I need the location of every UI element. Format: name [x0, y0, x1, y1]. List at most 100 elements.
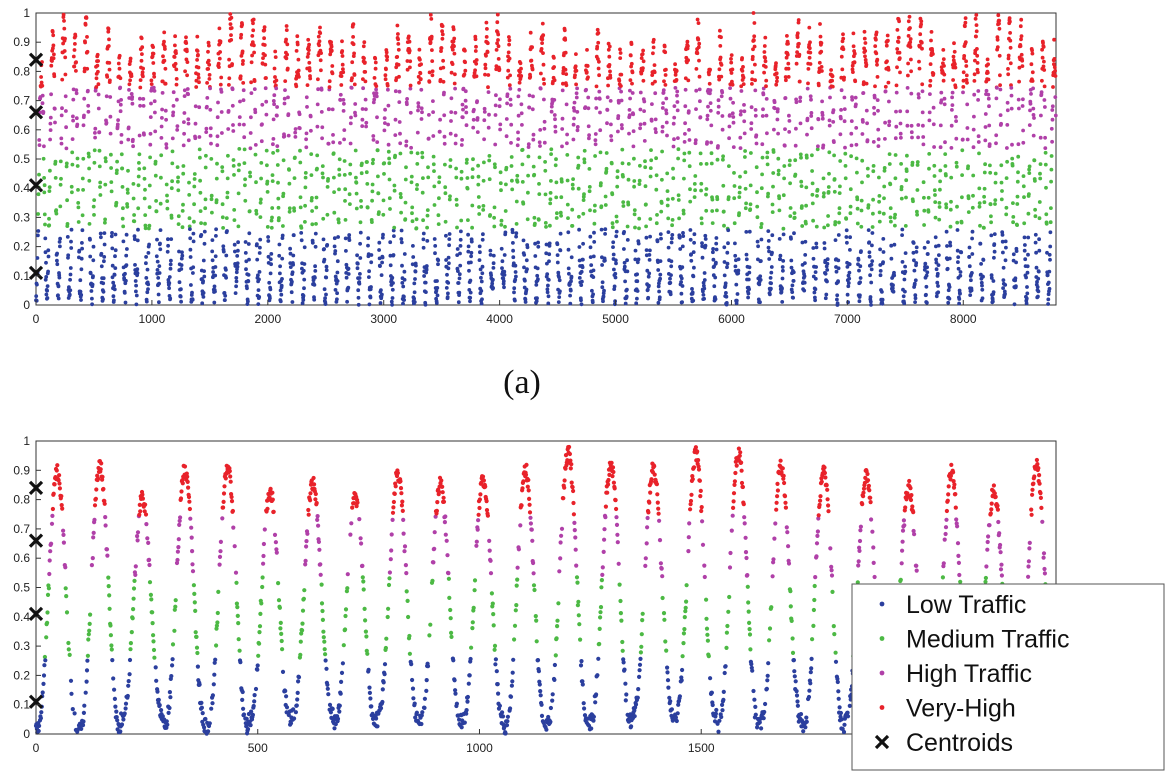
data-point	[50, 513, 55, 519]
data-point	[821, 176, 826, 181]
data-point	[846, 300, 850, 305]
data-point	[919, 40, 924, 45]
data-point	[1008, 61, 1013, 66]
data-point	[894, 90, 899, 95]
data-point	[909, 123, 914, 128]
data-point	[52, 106, 57, 111]
data-point	[654, 187, 659, 192]
data-point	[928, 78, 933, 83]
data-point	[1008, 38, 1013, 43]
data-point	[195, 650, 200, 656]
data-point	[242, 161, 247, 166]
data-point	[526, 145, 531, 150]
data-point	[541, 77, 546, 82]
data-point	[727, 124, 732, 129]
data-point	[375, 140, 380, 145]
data-point	[761, 107, 765, 112]
data-point	[577, 276, 582, 280]
data-point	[478, 250, 482, 255]
data-point	[103, 156, 108, 161]
data-point	[712, 284, 717, 289]
data-point	[1021, 97, 1025, 102]
data-point	[925, 265, 929, 270]
data-point	[571, 186, 575, 191]
data-point	[299, 226, 304, 230]
data-point	[582, 157, 587, 162]
data-point	[914, 261, 919, 265]
data-point	[628, 88, 632, 93]
data-point	[179, 263, 184, 267]
data-point	[690, 287, 694, 291]
data-point	[63, 36, 67, 41]
data-point	[262, 28, 267, 32]
data-point	[820, 116, 825, 121]
data-point	[397, 120, 402, 124]
data-point	[413, 277, 417, 281]
data-point	[419, 106, 424, 111]
data-point	[129, 630, 134, 635]
x-tick-label: 2000	[254, 312, 281, 326]
data-point	[581, 211, 586, 216]
data-point	[934, 257, 938, 262]
data-point	[316, 77, 320, 82]
data-point	[188, 255, 193, 259]
data-point	[912, 258, 916, 263]
data-point	[373, 66, 378, 71]
data-point	[642, 139, 647, 143]
data-point	[190, 569, 196, 574]
data-point	[459, 169, 464, 174]
data-point	[609, 138, 614, 143]
data-point	[892, 215, 897, 220]
data-point	[653, 91, 658, 96]
data-point	[718, 44, 723, 48]
data-point	[60, 77, 65, 82]
data-point	[452, 81, 457, 86]
data-point	[303, 185, 308, 190]
data-point	[199, 233, 204, 237]
data-point	[937, 205, 942, 209]
data-point	[47, 216, 51, 221]
data-point	[942, 72, 947, 77]
data-point	[716, 144, 720, 148]
data-point	[174, 51, 178, 56]
data-point	[748, 183, 753, 188]
data-point	[883, 137, 887, 141]
data-point	[295, 697, 300, 702]
data-point	[116, 61, 121, 66]
data-point	[129, 74, 134, 78]
data-point	[160, 79, 165, 84]
data-point	[221, 244, 226, 249]
data-point	[652, 70, 657, 75]
data-point	[731, 115, 736, 119]
data-point	[517, 87, 522, 92]
data-point	[731, 145, 736, 150]
data-point	[351, 42, 356, 47]
data-point	[346, 266, 351, 271]
data-point	[414, 217, 419, 222]
data-point	[683, 121, 687, 126]
data-point	[870, 231, 875, 235]
data-point	[731, 120, 736, 125]
data-point	[436, 262, 440, 267]
data-point	[356, 302, 361, 307]
data-point	[271, 509, 276, 514]
data-point	[269, 262, 273, 267]
data-point	[176, 537, 181, 542]
data-point	[81, 710, 86, 716]
data-point	[168, 262, 173, 267]
data-point	[215, 134, 220, 139]
data-point	[585, 48, 589, 52]
data-point	[427, 70, 432, 75]
data-point	[966, 210, 971, 215]
data-point	[286, 712, 291, 718]
data-point	[396, 42, 401, 46]
data-point	[405, 59, 410, 63]
data-point	[997, 53, 1002, 58]
data-point	[759, 225, 763, 230]
data-point	[687, 164, 692, 169]
data-point	[598, 110, 602, 115]
data-point	[496, 38, 500, 42]
data-point	[135, 267, 140, 272]
data-point	[663, 83, 668, 87]
data-point	[170, 136, 175, 141]
